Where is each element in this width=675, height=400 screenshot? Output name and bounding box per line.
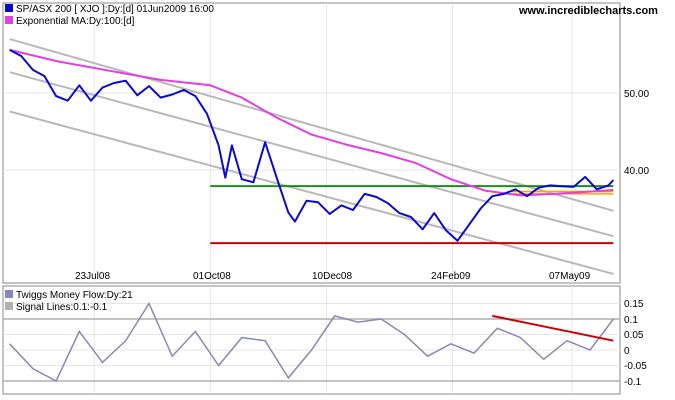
- channel-line-0: [9, 38, 614, 212]
- y-tick-40: 40.00: [624, 166, 649, 177]
- legend-signal-swatch: [5, 302, 13, 310]
- legend-tmf-label: Twiggs Money Flow:Dy:21: [16, 290, 133, 301]
- trend-channel: [9, 38, 614, 275]
- tmf-tick-015: 0.15: [624, 299, 644, 310]
- legend-signal-label: Signal Lines:0.1:-0.1: [16, 302, 108, 313]
- tmf-line: [9, 301, 614, 383]
- price-line: [9, 49, 615, 242]
- x-tick-01oct08: 01Oct08: [193, 271, 231, 282]
- tmf-tick-005: 0.05: [624, 330, 644, 341]
- price-series: [9, 48, 615, 242]
- tmf-tick-m005: -0.05: [624, 361, 647, 372]
- main-panel-frame: [2, 2, 621, 284]
- legend-tmf-swatch: [5, 290, 13, 298]
- legend-ema-label: Exponential MA:Dy:100:[d]: [16, 16, 135, 27]
- legend-price-label: SP/ASX 200 [ XJO ]:Dy:[d] 01Jun2009 16:0…: [16, 4, 214, 15]
- x-tick-07may09: 07May09: [549, 271, 591, 282]
- brand-watermark: www.incrediblecharts.com: [518, 5, 658, 17]
- channel-line-1: [9, 71, 614, 238]
- tmf-series: [3, 301, 620, 383]
- tmf-tick-m01: -0.1: [624, 377, 642, 388]
- legend-price-swatch: [5, 4, 13, 12]
- tmf-tick-01: 0.1: [624, 315, 638, 326]
- channel-line-2: [9, 110, 614, 275]
- tmf-tick-0: 0: [624, 346, 630, 357]
- divergence-line: [492, 314, 614, 342]
- x-tick-10dec08: 10Dec08: [312, 271, 352, 282]
- legend-ema-swatch: [5, 16, 13, 24]
- y-tick-50: 50.00: [624, 89, 649, 100]
- x-tick-23jul08: 23Jul08: [75, 271, 110, 282]
- ema-line: [9, 48, 614, 197]
- x-tick-24feb09: 24Feb09: [431, 271, 471, 282]
